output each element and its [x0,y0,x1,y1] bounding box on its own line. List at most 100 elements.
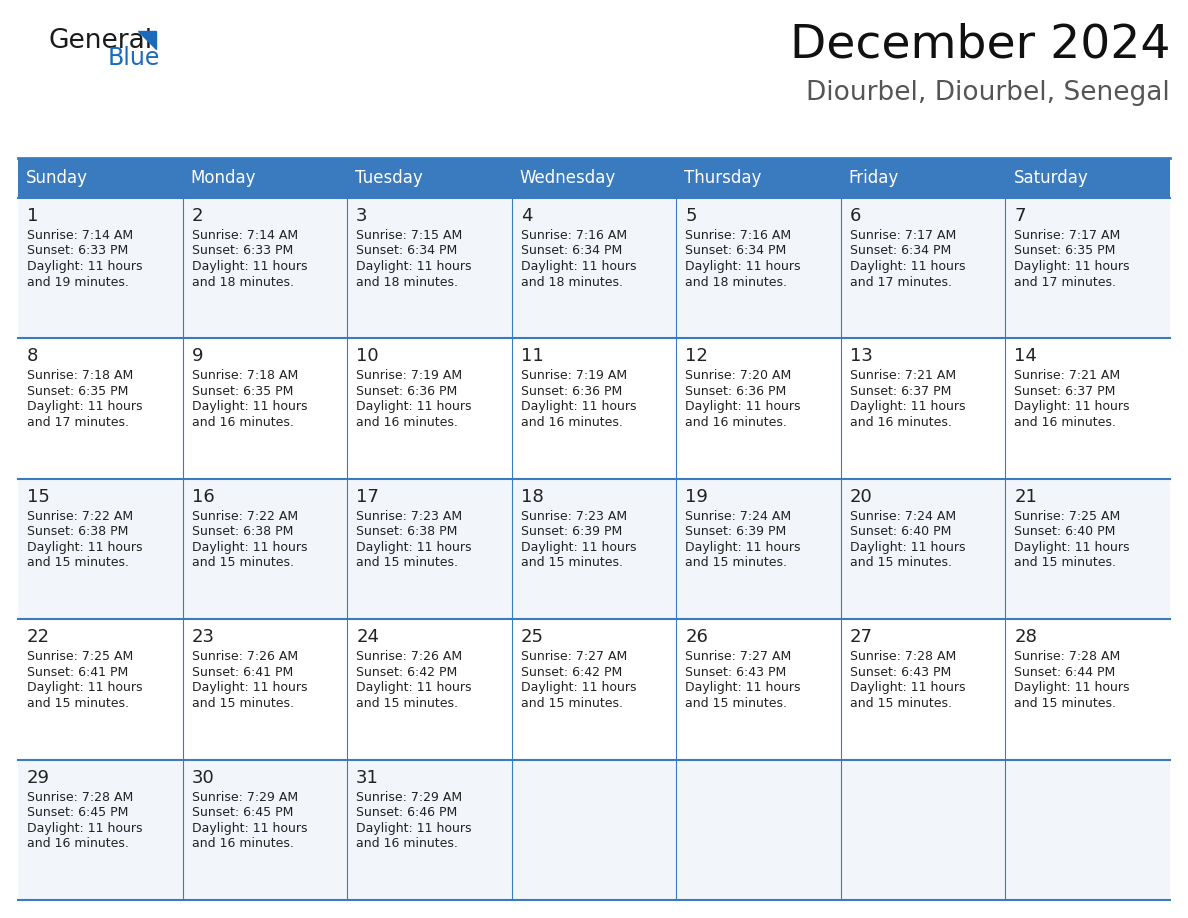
Text: and 15 minutes.: and 15 minutes. [27,697,129,710]
Text: Tuesday: Tuesday [355,169,423,187]
Text: Daylight: 11 hours: Daylight: 11 hours [520,260,637,273]
Text: and 15 minutes.: and 15 minutes. [520,697,623,710]
Text: Sunset: 6:41 PM: Sunset: 6:41 PM [191,666,292,678]
Text: 17: 17 [356,487,379,506]
Text: Sunday: Sunday [26,169,88,187]
Text: 1: 1 [27,207,38,225]
Text: Sunset: 6:34 PM: Sunset: 6:34 PM [685,244,786,258]
Text: Sunset: 6:41 PM: Sunset: 6:41 PM [27,666,128,678]
Text: Sunset: 6:45 PM: Sunset: 6:45 PM [27,806,128,819]
Text: Sunset: 6:35 PM: Sunset: 6:35 PM [191,385,293,397]
Text: Sunset: 6:45 PM: Sunset: 6:45 PM [191,806,293,819]
Text: 14: 14 [1015,347,1037,365]
Polygon shape [138,31,156,49]
Text: Sunrise: 7:14 AM: Sunrise: 7:14 AM [27,229,133,242]
Text: Sunrise: 7:27 AM: Sunrise: 7:27 AM [520,650,627,663]
Text: and 18 minutes.: and 18 minutes. [685,275,788,288]
Text: Sunset: 6:34 PM: Sunset: 6:34 PM [520,244,623,258]
Text: Sunset: 6:38 PM: Sunset: 6:38 PM [191,525,293,538]
Text: 28: 28 [1015,628,1037,646]
Text: Daylight: 11 hours: Daylight: 11 hours [849,400,966,413]
Text: Sunset: 6:36 PM: Sunset: 6:36 PM [685,385,786,397]
Text: Daylight: 11 hours: Daylight: 11 hours [27,541,143,554]
Text: Sunrise: 7:23 AM: Sunrise: 7:23 AM [356,509,462,522]
Text: Monday: Monday [190,169,257,187]
Text: Sunset: 6:33 PM: Sunset: 6:33 PM [27,244,128,258]
Text: Daylight: 11 hours: Daylight: 11 hours [685,400,801,413]
Bar [18,198,1170,339]
Text: Sunset: 6:36 PM: Sunset: 6:36 PM [520,385,623,397]
Text: Daylight: 11 hours: Daylight: 11 hours [1015,541,1130,554]
Text: and 15 minutes.: and 15 minutes. [191,556,293,569]
Text: and 15 minutes.: and 15 minutes. [1015,697,1117,710]
Text: 30: 30 [191,768,214,787]
Text: and 16 minutes.: and 16 minutes. [849,416,952,429]
Text: Daylight: 11 hours: Daylight: 11 hours [191,681,307,694]
Bar [18,158,1170,198]
Text: Daylight: 11 hours: Daylight: 11 hours [356,681,472,694]
Text: 21: 21 [1015,487,1037,506]
Text: and 16 minutes.: and 16 minutes. [191,837,293,850]
Text: Sunrise: 7:19 AM: Sunrise: 7:19 AM [356,369,462,383]
Text: Friday: Friday [849,169,899,187]
Text: Sunset: 6:33 PM: Sunset: 6:33 PM [191,244,292,258]
Text: 27: 27 [849,628,873,646]
Text: Sunset: 6:46 PM: Sunset: 6:46 PM [356,806,457,819]
Text: and 15 minutes.: and 15 minutes. [356,556,459,569]
Text: Sunrise: 7:15 AM: Sunrise: 7:15 AM [356,229,462,242]
Text: Daylight: 11 hours: Daylight: 11 hours [356,822,472,834]
Text: 9: 9 [191,347,203,365]
Text: Sunrise: 7:29 AM: Sunrise: 7:29 AM [191,790,298,803]
Text: and 15 minutes.: and 15 minutes. [520,556,623,569]
Text: Sunrise: 7:24 AM: Sunrise: 7:24 AM [685,509,791,522]
Text: Sunrise: 7:17 AM: Sunrise: 7:17 AM [849,229,956,242]
Text: and 15 minutes.: and 15 minutes. [1015,556,1117,569]
Text: and 17 minutes.: and 17 minutes. [27,416,129,429]
Text: Sunrise: 7:18 AM: Sunrise: 7:18 AM [27,369,133,383]
Text: Sunset: 6:38 PM: Sunset: 6:38 PM [356,525,457,538]
Text: Daylight: 11 hours: Daylight: 11 hours [520,400,637,413]
Text: December 2024: December 2024 [790,22,1170,67]
Text: and 15 minutes.: and 15 minutes. [849,556,952,569]
Text: Sunset: 6:39 PM: Sunset: 6:39 PM [520,525,623,538]
Text: Sunrise: 7:28 AM: Sunrise: 7:28 AM [849,650,956,663]
Text: 16: 16 [191,487,214,506]
Text: Daylight: 11 hours: Daylight: 11 hours [191,400,307,413]
Text: 10: 10 [356,347,379,365]
Text: Blue: Blue [108,46,160,70]
Text: Daylight: 11 hours: Daylight: 11 hours [356,260,472,273]
Text: Daylight: 11 hours: Daylight: 11 hours [685,260,801,273]
Text: and 15 minutes.: and 15 minutes. [685,697,788,710]
Text: and 19 minutes.: and 19 minutes. [27,275,128,288]
Text: Sunset: 6:35 PM: Sunset: 6:35 PM [1015,244,1116,258]
Text: 29: 29 [27,768,50,787]
Text: Daylight: 11 hours: Daylight: 11 hours [849,681,966,694]
Text: 11: 11 [520,347,543,365]
Text: Sunset: 6:43 PM: Sunset: 6:43 PM [685,666,786,678]
Text: and 16 minutes.: and 16 minutes. [356,837,459,850]
Text: and 16 minutes.: and 16 minutes. [356,416,459,429]
Text: Sunset: 6:36 PM: Sunset: 6:36 PM [356,385,457,397]
Text: 22: 22 [27,628,50,646]
Text: 6: 6 [849,207,861,225]
Text: Sunrise: 7:22 AM: Sunrise: 7:22 AM [27,509,133,522]
Text: 19: 19 [685,487,708,506]
Text: 25: 25 [520,628,544,646]
Text: Daylight: 11 hours: Daylight: 11 hours [27,822,143,834]
Text: and 18 minutes.: and 18 minutes. [356,275,459,288]
Text: and 16 minutes.: and 16 minutes. [685,416,788,429]
Text: Daylight: 11 hours: Daylight: 11 hours [191,541,307,554]
Text: and 15 minutes.: and 15 minutes. [356,697,459,710]
Text: and 16 minutes.: and 16 minutes. [191,416,293,429]
Text: 26: 26 [685,628,708,646]
Text: Sunset: 6:40 PM: Sunset: 6:40 PM [849,525,952,538]
Text: Sunrise: 7:24 AM: Sunrise: 7:24 AM [849,509,956,522]
Text: Sunrise: 7:19 AM: Sunrise: 7:19 AM [520,369,627,383]
Text: and 16 minutes.: and 16 minutes. [1015,416,1117,429]
Text: 13: 13 [849,347,873,365]
Text: Sunset: 6:35 PM: Sunset: 6:35 PM [27,385,128,397]
Text: Sunrise: 7:29 AM: Sunrise: 7:29 AM [356,790,462,803]
Bar [18,479,1170,620]
Text: Sunrise: 7:20 AM: Sunrise: 7:20 AM [685,369,791,383]
Text: Sunrise: 7:21 AM: Sunrise: 7:21 AM [1015,369,1120,383]
